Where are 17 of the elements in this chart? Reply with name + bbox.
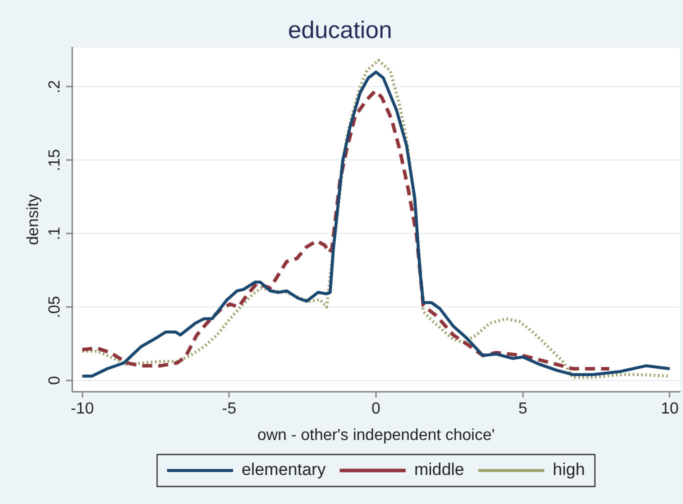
y-tick-label: .1 [46, 226, 64, 240]
x-tick-label: 5 [518, 400, 528, 418]
legend-label: high [552, 460, 585, 480]
x-tick-label: 10 [660, 400, 679, 418]
y-axis-title: density [25, 194, 42, 245]
legend-label: middle [414, 460, 464, 480]
x-tick-label: 0 [372, 400, 381, 418]
y-tick-label: .2 [46, 80, 64, 94]
legend-label: elementary [242, 460, 326, 480]
x-axis-title: own - other's independent choice' [257, 426, 495, 444]
x-tick-label: -10 [70, 400, 94, 418]
x-tick-label: -5 [222, 400, 236, 418]
y-tick-label: 0 [46, 376, 64, 385]
chart-title: education [288, 17, 392, 44]
line-series [80, 89, 611, 370]
y-tick-label: .05 [46, 296, 64, 318]
y-tick-label: .15 [46, 148, 64, 172]
